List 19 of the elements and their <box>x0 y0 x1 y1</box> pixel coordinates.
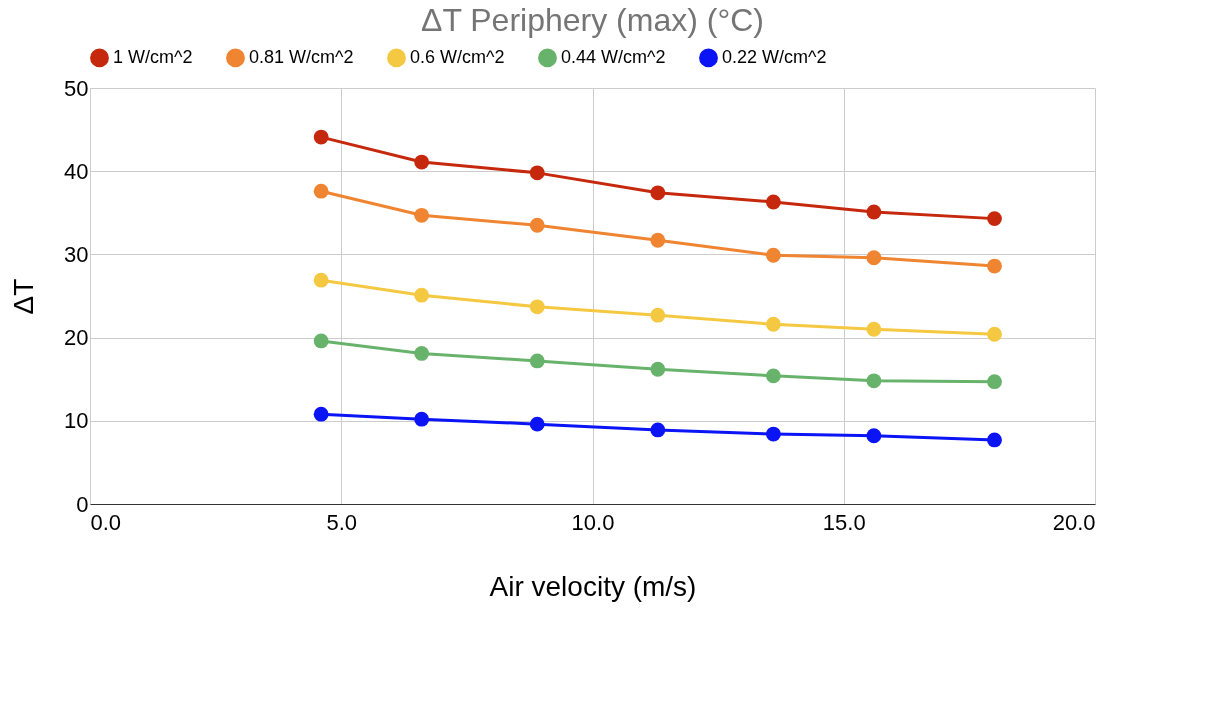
chart-title: ΔT Periphery (max) (°C) <box>421 2 764 38</box>
x-axis-title: Air velocity (m/s) <box>489 570 697 602</box>
legend-label: 0.22 W/cm^2 <box>722 46 827 67</box>
x-tick-label: 5.0 <box>326 509 358 535</box>
y-tick-label: 20 <box>64 325 89 351</box>
x-tick-label: 0.0 <box>90 509 122 535</box>
legend-label: 0.6 W/cm^2 <box>410 46 505 67</box>
y-tick-label: 10 <box>64 408 89 434</box>
legend-label: 1 W/cm^2 <box>113 46 193 67</box>
y-tick-label: 50 <box>64 75 89 101</box>
x-tick-label: 20.0 <box>1052 509 1096 535</box>
y-tick-label: 0 <box>76 491 89 517</box>
y-axis-title: ΔT <box>8 278 40 315</box>
y-tick-label: 40 <box>64 158 89 184</box>
x-tick-label: 15.0 <box>822 509 866 535</box>
legend-label: 0.44 W/cm^2 <box>561 46 666 67</box>
x-tick-label: 10.0 <box>571 509 615 535</box>
legend-label: 0.81 W/cm^2 <box>249 46 354 67</box>
y-tick-label: 30 <box>64 241 89 267</box>
